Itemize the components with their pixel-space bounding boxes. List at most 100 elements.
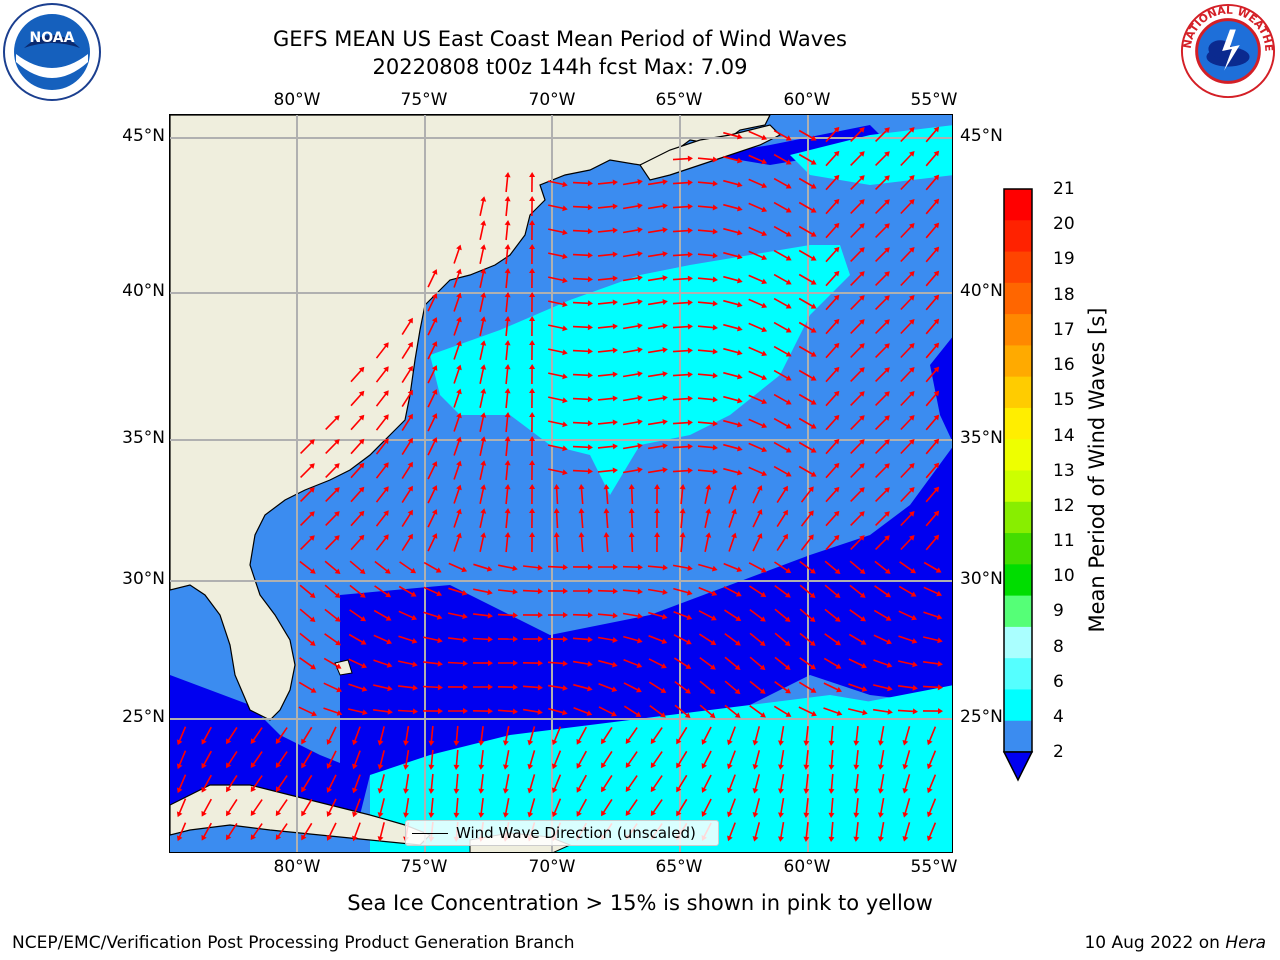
- wave-direction-arrow: [798, 417, 817, 429]
- wave-direction-arrow: [423, 561, 442, 573]
- wave-direction-arrow: [803, 774, 810, 794]
- wave-direction-arrow: [300, 535, 315, 550]
- wave-direction-arrow: [774, 656, 791, 670]
- lon-tick-top: 60°W: [783, 90, 831, 110]
- wave-direction-arrow: [325, 415, 340, 430]
- wave-direction-arrow: [902, 798, 911, 818]
- wave-direction-arrow: [672, 299, 693, 306]
- wave-direction-arrow: [672, 347, 693, 354]
- colorbar-segment: [1004, 407, 1032, 440]
- wave-direction-arrow: [572, 348, 593, 355]
- wave-direction-arrow: [825, 390, 840, 407]
- colorbar-tick: 16: [1053, 355, 1075, 375]
- wave-direction-arrow: [748, 274, 768, 285]
- wave-direction-arrow: [875, 271, 890, 286]
- wave-direction-arrow: [654, 484, 661, 505]
- wave-direction-arrow: [899, 561, 917, 574]
- wave-direction-arrow: [504, 172, 511, 193]
- wave-direction-arrow: [752, 822, 761, 842]
- wave-direction-arrow: [448, 562, 468, 573]
- wave-direction-arrow: [348, 708, 368, 716]
- wave-direction-arrow: [522, 708, 543, 715]
- wave-direction-arrow: [375, 438, 389, 455]
- wave-direction-arrow: [622, 323, 643, 330]
- wave-direction-arrow: [478, 774, 485, 794]
- wave-direction-arrow: [798, 706, 817, 717]
- wave-direction-arrow: [573, 707, 593, 716]
- wave-direction-arrow: [323, 682, 342, 693]
- colorbar-segment: [1004, 595, 1032, 628]
- wave-direction-arrow: [326, 822, 337, 841]
- wave-direction-arrow: [428, 797, 435, 818]
- wave-direction-arrow: [748, 346, 768, 357]
- wave-direction-arrow: [798, 393, 817, 405]
- wave-direction-arrow: [603, 508, 610, 529]
- wave-direction-arrow: [647, 588, 668, 595]
- wave-direction-arrow: [776, 509, 788, 528]
- wave-direction-arrow: [551, 750, 562, 770]
- wave-direction-arrow: [572, 324, 593, 331]
- wave-direction-arrow: [926, 726, 937, 746]
- wave-direction-arrow: [648, 681, 667, 693]
- wave-direction-arrow: [502, 798, 510, 818]
- wave-direction-arrow: [925, 270, 940, 287]
- wave-direction-arrow: [647, 251, 668, 258]
- wave-direction-arrow: [850, 463, 865, 478]
- wave-direction-arrow: [377, 774, 385, 794]
- wave-direction-arrow: [773, 369, 792, 381]
- wave-direction-arrow: [752, 798, 761, 818]
- wave-direction-arrow: [926, 798, 937, 818]
- wave-direction-arrow: [672, 203, 693, 210]
- wave-direction-arrow: [397, 708, 418, 715]
- lon-tick-bottom: 70°W: [528, 857, 576, 877]
- wave-direction-arrow: [900, 247, 915, 263]
- wave-direction-arrow: [647, 179, 668, 186]
- wave-direction-arrow: [576, 774, 588, 793]
- high-period-zone-se: [850, 685, 952, 725]
- wave-direction-arrow: [300, 463, 315, 478]
- wave-direction-arrow: [598, 683, 618, 692]
- wave-direction-arrow: [325, 511, 340, 526]
- wave-direction-arrow: [527, 750, 536, 770]
- wave-direction-arrow: [798, 681, 817, 693]
- wave-direction-arrow: [479, 244, 487, 264]
- wave-direction-arrow: [325, 463, 340, 478]
- colorbar-tick: 2: [1053, 742, 1064, 762]
- wave-direction-arrow: [900, 439, 915, 455]
- wave-direction-arrow: [598, 659, 618, 668]
- wave-direction-arrow: [825, 438, 840, 455]
- map-panel: Wind Wave Direction (unscaled): [169, 114, 953, 853]
- wave-direction-arrow: [773, 297, 792, 309]
- wave-direction-arrow: [853, 750, 860, 770]
- wave-direction-arrow: [453, 725, 460, 746]
- wave-direction-arrow: [572, 252, 593, 259]
- wave-direction-arrow: [597, 203, 618, 210]
- wave-direction-arrow: [774, 584, 791, 598]
- wave-direction-arrow: [647, 395, 668, 402]
- lat-tick-right: 40°N: [960, 281, 1003, 301]
- wave-direction-arrow: [824, 560, 841, 575]
- wave-direction-arrow: [773, 705, 792, 717]
- wave-direction-arrow: [900, 367, 915, 383]
- wave-direction-arrow: [723, 586, 742, 597]
- wave-direction-arrow: [897, 708, 918, 715]
- wave-direction-arrow: [875, 295, 890, 310]
- wave-direction-arrow: [548, 348, 568, 356]
- wave-direction-arrow: [428, 773, 435, 794]
- wave-direction-arrow: [798, 201, 817, 213]
- wave-direction-arrow: [375, 534, 389, 551]
- wave-direction-arrow: [900, 415, 915, 431]
- wave-direction-arrow: [479, 436, 487, 456]
- nws-logo: NATIONAL WEATHER SERVICE: [1178, 2, 1275, 99]
- wave-direction-arrow: [623, 682, 642, 693]
- lon-tick-top: 75°W: [400, 90, 448, 110]
- wave-direction-arrow: [698, 610, 717, 621]
- wave-direction-arrow: [401, 341, 413, 360]
- wave-direction-arrow: [479, 412, 487, 432]
- lat-tick-left: 35°N: [122, 428, 165, 448]
- wave-direction-arrow: [925, 366, 940, 383]
- wave-direction-arrow: [850, 487, 865, 502]
- wave-direction-arrow: [803, 822, 810, 842]
- wave-direction-arrow: [448, 636, 468, 643]
- wave-direction-arrow: [349, 609, 367, 622]
